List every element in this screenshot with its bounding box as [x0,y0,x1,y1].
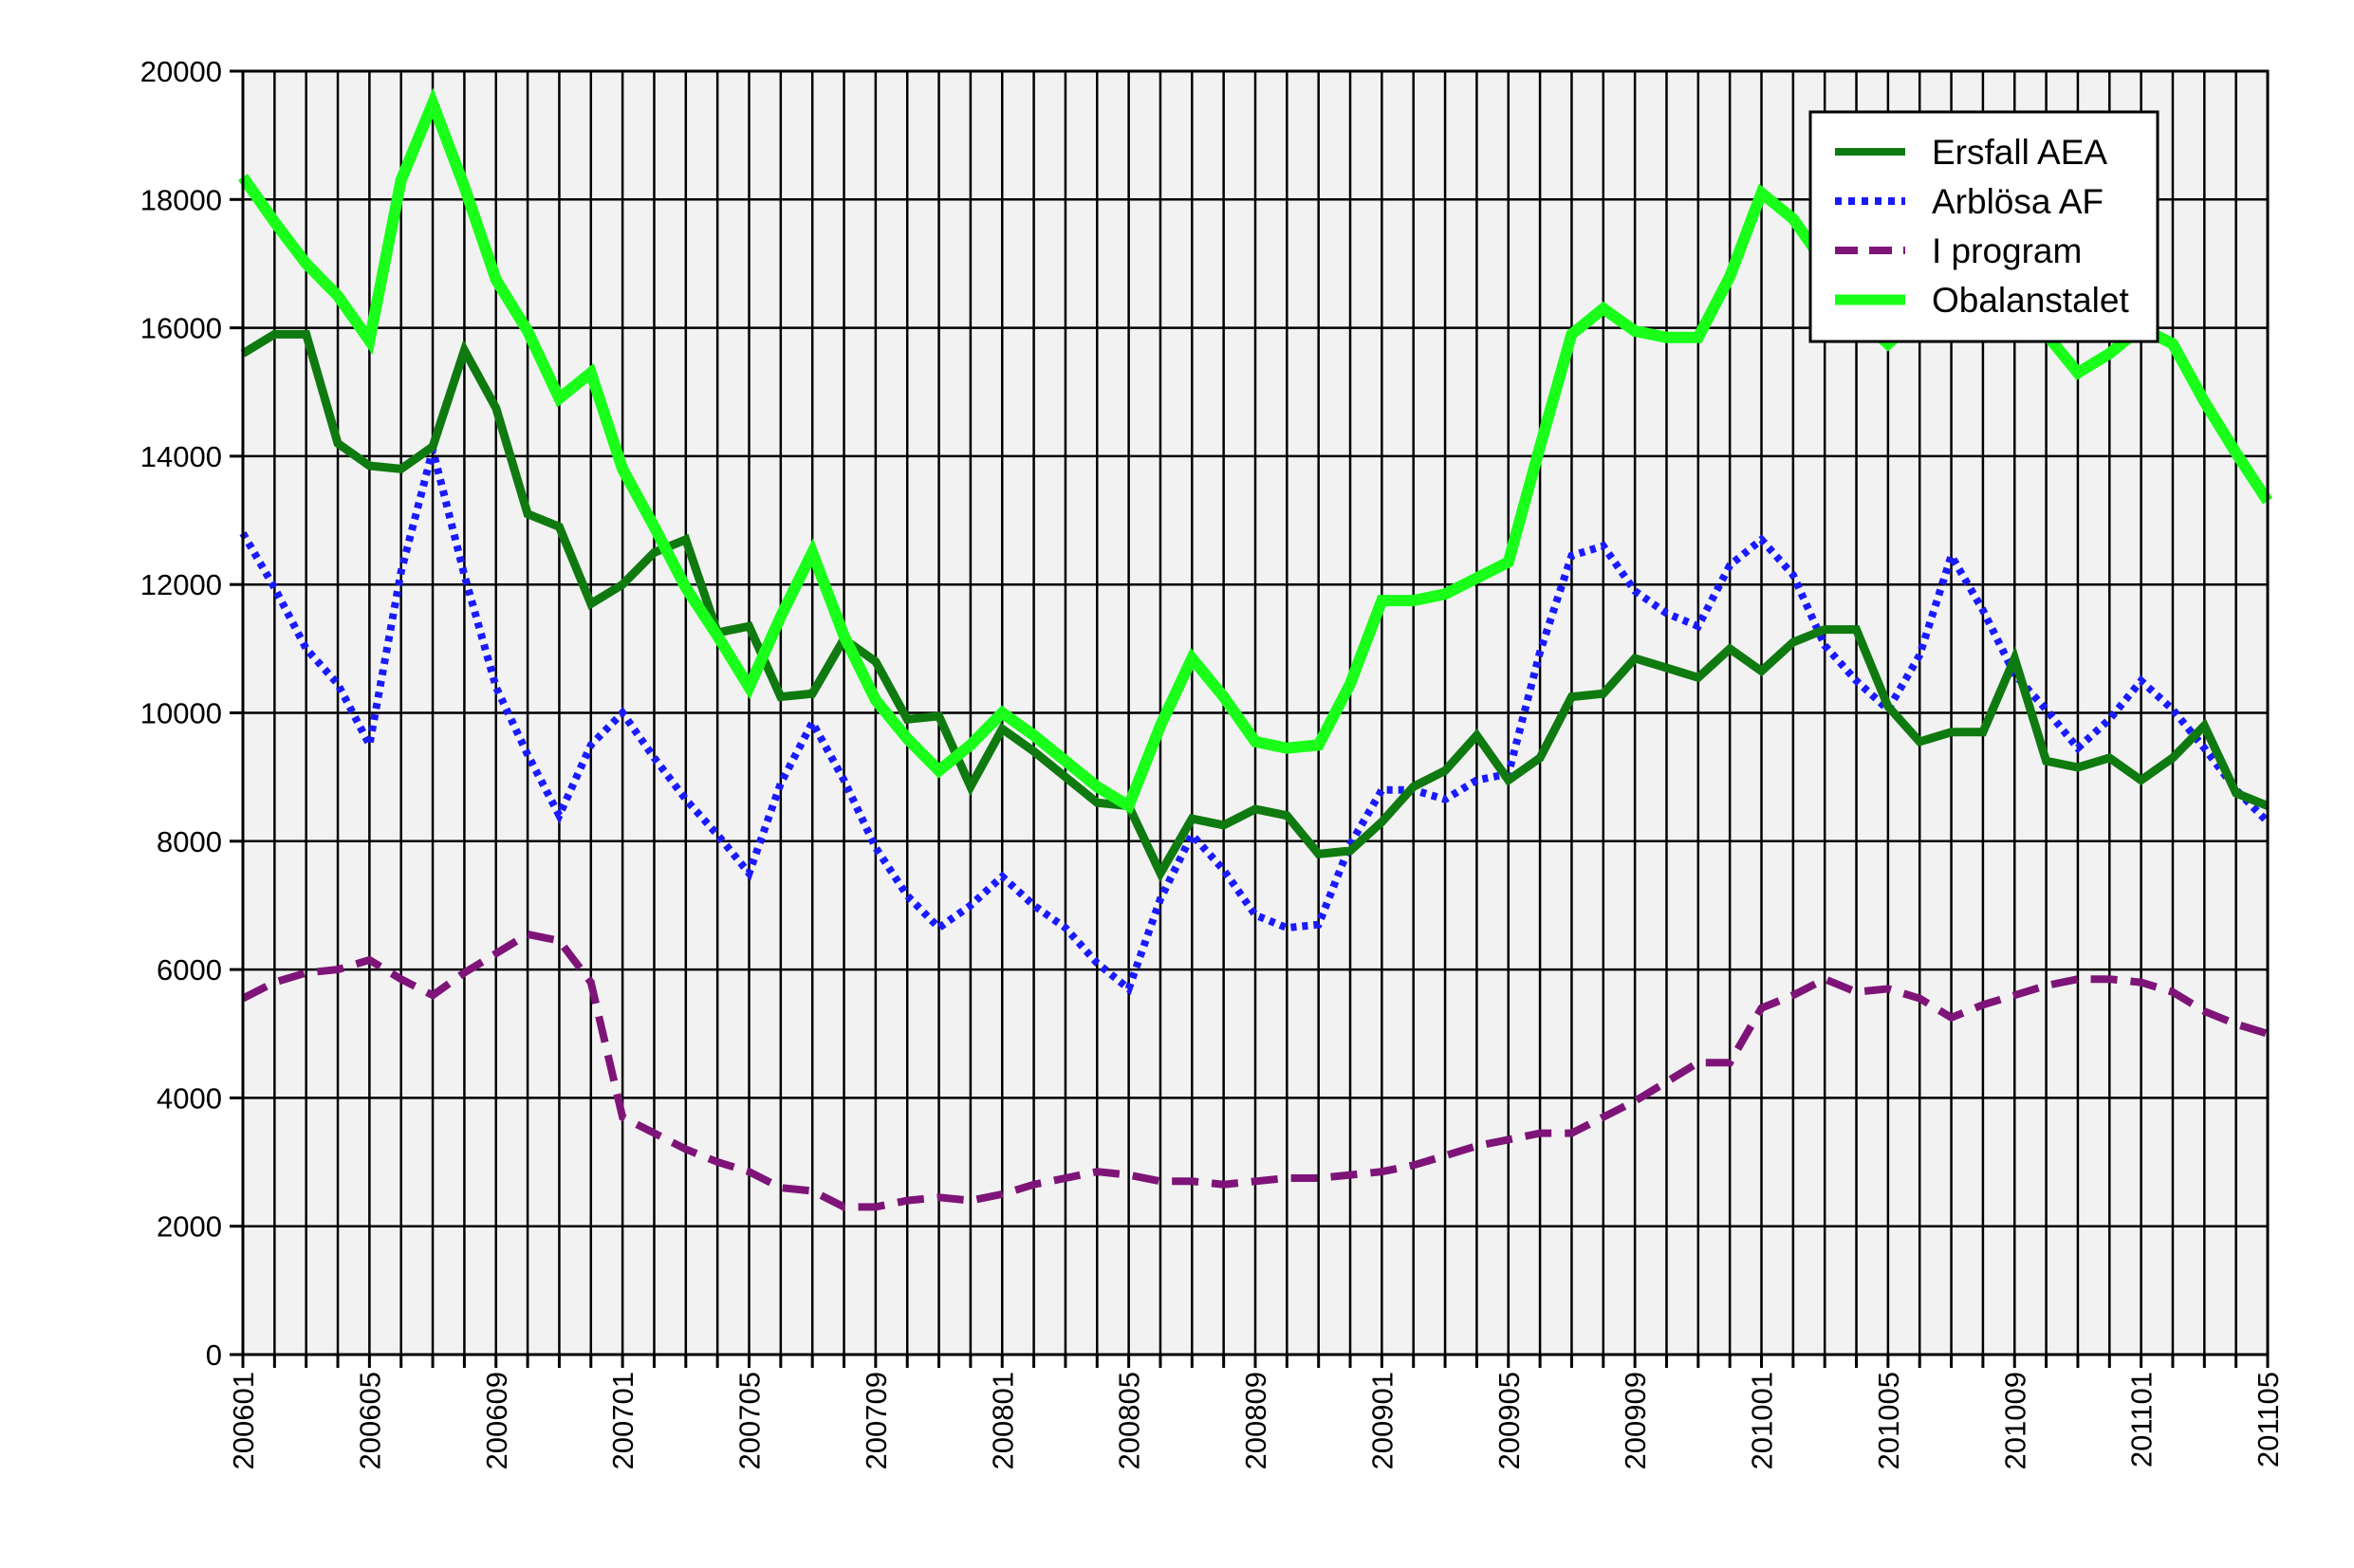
series-line-ersfall-aea [240,329,2270,883]
x-tick-label: 201105 [2252,1372,2285,1467]
y-tick-label: 10000 [140,697,222,730]
y-tick-label: 2000 [157,1210,222,1244]
x-tick-label: 201005 [1872,1372,1905,1469]
x-tick-label: 200609 [480,1372,513,1469]
x-tick-label: 200901 [1365,1372,1399,1469]
y-tick-label: 14000 [140,440,222,473]
x-tick-label: 201101 [2125,1372,2159,1467]
x-tick-label: 200601 [227,1372,260,1469]
x-tick-label: 200809 [1239,1372,1272,1469]
legend-label: I program [1932,231,2082,270]
x-tick-label: 200909 [1619,1372,1652,1469]
x-tick-label: 200705 [733,1372,767,1469]
y-tick-label: 8000 [157,825,222,858]
x-tick-label: 200605 [353,1372,386,1469]
y-tick-label: 4000 [157,1081,222,1115]
y-tick-label: 6000 [157,953,222,987]
y-tick-label: 12000 [140,568,222,601]
y-tick-label: 18000 [140,183,222,216]
x-tick-label: 200805 [1113,1372,1146,1469]
legend-label: Obalanstalet [1932,281,2129,320]
y-tick-label: 16000 [140,312,222,345]
legend: Ersfall AEA Arblösa AF I program Obalanstal… [1808,110,2159,343]
x-tick-label: 200801 [986,1372,1019,1469]
x-tick-label: 201009 [1998,1372,2031,1469]
x-tick-label: 200701 [606,1372,639,1469]
y-axis: 0 2000 4000 6000 8000 10000 12000 14000 16000 180… [140,55,243,1372]
x-tick-label: 200709 [860,1372,893,1469]
y-tick-label: 0 [206,1338,222,1372]
series-line-i-program [241,930,2270,1211]
x-tick-label: 201001 [1746,1372,1779,1469]
y-tick-label: 20000 [140,55,222,88]
legend-label: Ersfall AEA [1932,133,2107,172]
legend-label: Arblösa AF [1932,182,2104,221]
x-tick-label: 200905 [1492,1372,1526,1469]
x-axis: 200601 200605 200609 200701 200705 200709 2008… [227,1355,2285,1469]
